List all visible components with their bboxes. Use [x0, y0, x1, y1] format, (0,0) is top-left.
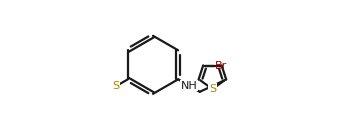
Text: NH: NH [181, 81, 198, 91]
Text: S: S [113, 81, 120, 91]
Text: S: S [209, 84, 216, 94]
Text: Br: Br [215, 61, 227, 71]
